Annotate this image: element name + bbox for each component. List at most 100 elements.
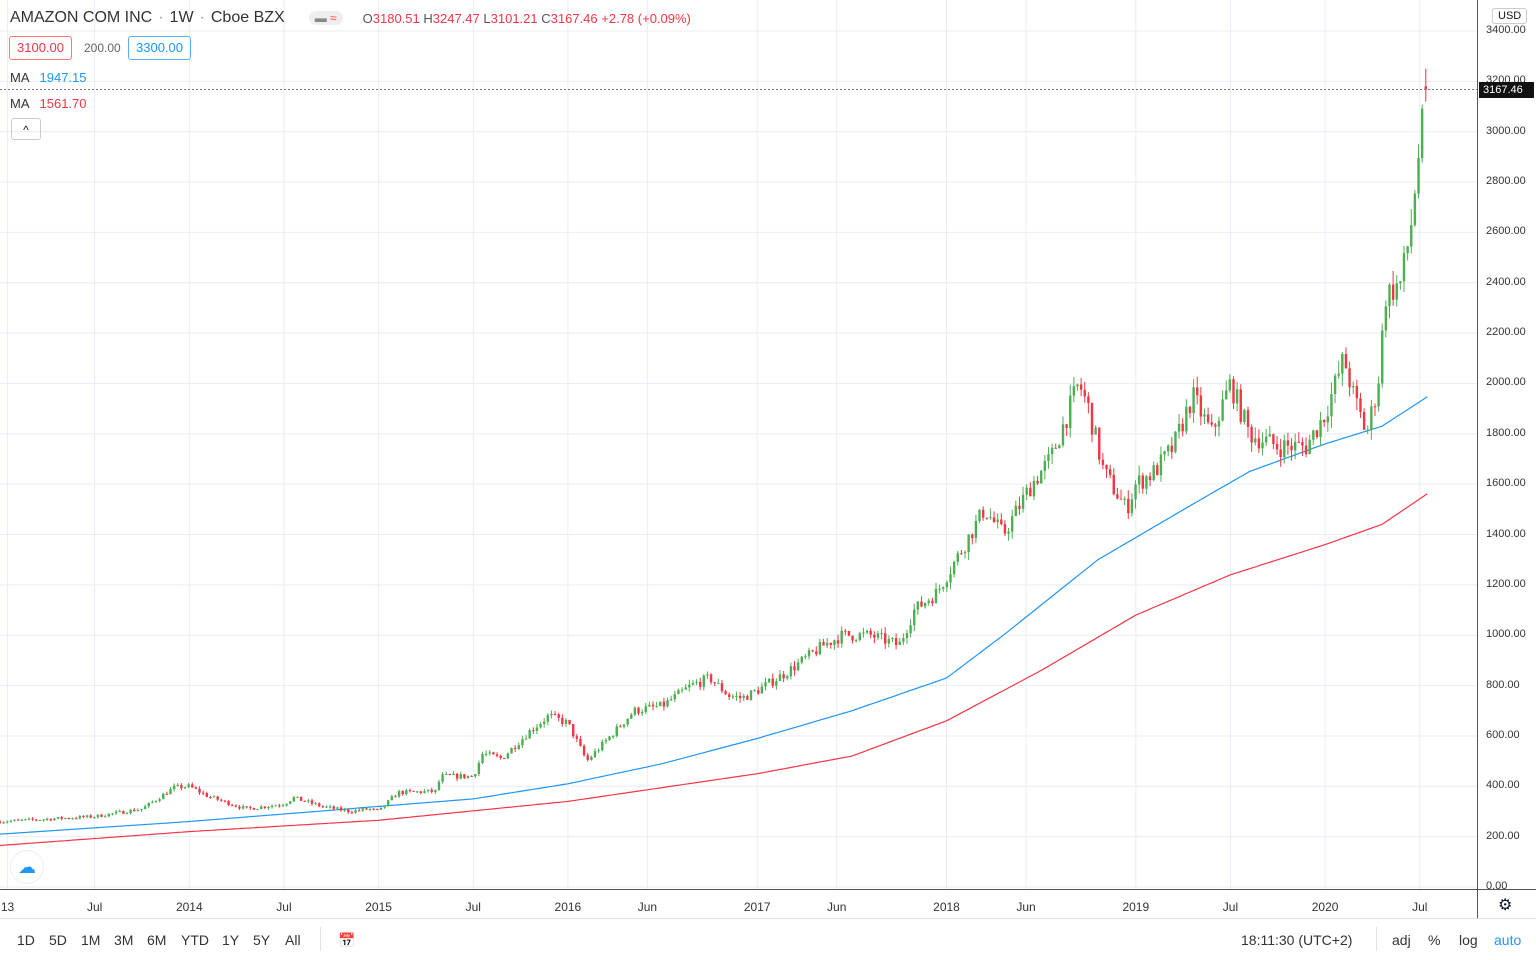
log-toggle[interactable]: log — [1459, 932, 1478, 948]
candle-body — [528, 730, 531, 739]
candle-body — [1061, 424, 1065, 446]
range-low-box[interactable]: 3100.00 — [9, 36, 72, 60]
candle-body — [35, 819, 38, 821]
candle-body — [597, 750, 600, 752]
candle-body — [1047, 454, 1050, 461]
range-button-1d[interactable]: 1D — [17, 932, 35, 948]
ma-indicator-2[interactable]: MA 1561.70 — [10, 96, 87, 111]
y-tick-label: 200.00 — [1486, 829, 1520, 842]
candle-body — [1275, 443, 1279, 450]
candle-body — [974, 521, 978, 539]
candle-body — [731, 696, 735, 698]
ma-line-1 — [0, 396, 1428, 835]
collapse-legend-button[interactable]: ^ — [11, 118, 41, 140]
candle-body — [412, 790, 415, 792]
candle-body — [347, 809, 350, 813]
candle-body — [1174, 431, 1177, 452]
candle-body — [1112, 474, 1115, 495]
candle-body — [564, 719, 568, 724]
candle-body — [804, 656, 807, 658]
candle-body — [1134, 484, 1137, 500]
range-button-3m[interactable]: 3M — [114, 932, 134, 948]
candle-body — [1137, 475, 1141, 485]
candle-body — [720, 683, 724, 692]
candle-body — [151, 801, 154, 803]
price-chart[interactable] — [0, 0, 1478, 890]
candle-body — [114, 811, 118, 814]
candle-body — [840, 630, 843, 644]
candle-body — [27, 818, 31, 820]
range-button-all[interactable]: All — [285, 932, 301, 948]
candle-body — [829, 642, 832, 645]
candle-body — [281, 805, 285, 807]
candle-body — [1337, 373, 1340, 376]
candle-body — [1058, 445, 1061, 449]
adj-toggle[interactable]: adj — [1392, 932, 1411, 948]
candle-body — [1098, 427, 1101, 460]
candle-body — [452, 773, 455, 776]
candle-body — [971, 534, 974, 539]
candle-body — [626, 718, 629, 725]
candle-body — [1076, 384, 1079, 387]
candle-body — [1105, 464, 1108, 470]
range-button-5y[interactable]: 5Y — [253, 932, 271, 948]
candle-body — [361, 808, 364, 811]
percent-toggle[interactable]: % — [1428, 932, 1441, 948]
clock-time[interactable]: 18:11:30 (UTC+2) — [1241, 932, 1353, 948]
tradingview-logo-icon[interactable]: ☁ — [10, 850, 44, 884]
candle-body — [252, 807, 256, 810]
range-high-box[interactable]: 3300.00 — [128, 36, 191, 60]
interval[interactable]: 1W — [169, 9, 194, 26]
candle-body — [249, 807, 252, 809]
x-tick-label: Jul — [465, 900, 481, 914]
range-button-5d[interactable]: 5D — [49, 932, 67, 948]
date-range-calendar-icon[interactable]: 📅 — [338, 932, 356, 948]
candle-body — [307, 800, 310, 802]
candle-body — [1246, 409, 1250, 427]
candle-body — [1029, 487, 1032, 497]
candle-body — [967, 534, 970, 553]
range-button-6m[interactable]: 6M — [147, 932, 167, 948]
candle-body — [285, 803, 288, 806]
market-status-pill[interactable]: ▬ ≈ — [308, 11, 343, 25]
candle-body — [1079, 384, 1083, 390]
symbol-name[interactable]: AMAZON COM INC — [10, 9, 153, 26]
range-button-1y[interactable]: 1Y — [222, 932, 240, 948]
candle-body — [1127, 498, 1130, 514]
candle-body — [122, 810, 125, 814]
candle-body — [299, 796, 303, 801]
candle-body — [1156, 465, 1159, 476]
candle-body — [876, 633, 880, 638]
candle-body — [836, 640, 840, 644]
settings-gear-icon[interactable]: ⚙ — [1498, 897, 1513, 914]
candle-body — [270, 805, 274, 808]
auto-toggle[interactable]: auto — [1494, 932, 1522, 948]
candle-body — [125, 813, 129, 815]
candle-body — [336, 807, 339, 809]
candle-body — [811, 650, 814, 652]
x-tick-label: 13 — [0, 900, 15, 914]
ma-indicator-1[interactable]: MA 1947.15 — [10, 70, 87, 85]
candle-body — [104, 816, 107, 818]
candle-body — [1141, 475, 1144, 489]
candle-body — [1370, 406, 1373, 430]
candle-body — [1054, 447, 1057, 449]
range-button-1m[interactable]: 1M — [81, 932, 101, 948]
candle-body — [927, 600, 930, 603]
candle-body — [437, 781, 441, 790]
candle-body — [303, 800, 306, 802]
candle-body — [916, 601, 920, 610]
range-button-ytd[interactable]: YTD — [181, 932, 209, 948]
candle-body — [1210, 422, 1213, 425]
currency-label[interactable]: USD — [1492, 8, 1528, 24]
candle-body — [709, 674, 713, 683]
candle-body — [1286, 440, 1290, 446]
candle-body — [1268, 434, 1271, 437]
candle-body — [0, 821, 2, 824]
candle-body — [227, 800, 230, 806]
candle-body — [1221, 399, 1224, 421]
candle-body — [1308, 439, 1311, 454]
candle-body — [423, 791, 426, 793]
candle-body — [524, 738, 528, 740]
candle-body — [1090, 402, 1094, 435]
